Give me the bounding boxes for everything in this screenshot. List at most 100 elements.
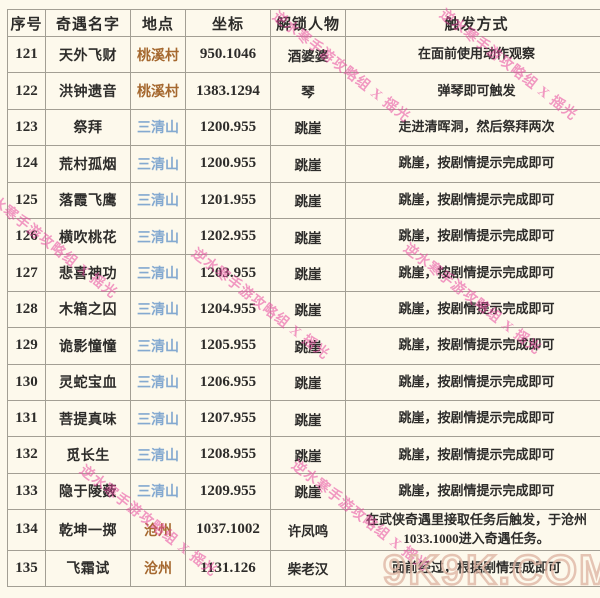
cell-trigger-method: 走进清晖洞，然后祭拜两次 (345, 108, 600, 147)
table-row: 126 横吹桃花 三清山 1202.955 跳崖 跳崖，按剧情提示完成即可 (7, 217, 600, 256)
table-row: 130 灵蛇宝血 三清山 1206.955 跳崖 跳崖，按剧情提示完成即可 (7, 363, 600, 401)
cell-adventure-name: 悲喜神功 (45, 254, 131, 292)
cell-number: 135 (7, 549, 46, 588)
cell-adventure-name: 落霞飞鹰 (45, 181, 131, 219)
cell-location: 沧州 (130, 509, 186, 551)
cell-adventure-name: 诡影憧憧 (45, 327, 131, 365)
cell-location: 三清山 (130, 108, 186, 147)
cell-location: 三清山 (130, 145, 186, 183)
cell-trigger-method: 在武侠奇遇里接取任务后触发，于沧州1033.1000进入奇遇任务。 (345, 509, 600, 551)
header-row: 序号 奇遇名字 地点 坐标 解锁人物 触发方式 (7, 9, 600, 37)
cell-number: 129 (7, 327, 46, 365)
table-row: 133 隐于陵薮 三清山 1209.955 跳崖 跳崖，按剧情提示完成即可 (7, 472, 600, 511)
cell-unlock-npc: 跳崖 (270, 290, 346, 329)
cell-unlock-npc: 跳崖 (270, 217, 346, 256)
cell-trigger-method: 在面前使用动作观察 (345, 35, 600, 74)
cell-location: 三清山 (130, 472, 186, 511)
table-row: 125 落霞飞鹰 三清山 1201.955 跳崖 跳崖，按剧情提示完成即可 (7, 181, 600, 219)
table-row: 127 悲喜神功 三清山 1203.955 跳崖 跳崖，按剧情提示完成即可 (7, 254, 600, 292)
cell-coordinates: 1383.1294 (185, 72, 271, 110)
table-row: 129 诡影憧憧 三清山 1205.955 跳崖 跳崖，按剧情提示完成即可 (7, 327, 600, 365)
table-row: 124 荒村孤烟 三清山 1200.955 跳崖 跳崖，按剧情提示完成即可 (7, 145, 600, 183)
cell-trigger-method: 跳崖，按剧情提示完成即可 (345, 181, 600, 219)
cell-adventure-name: 祭拜 (45, 108, 131, 147)
header-cell: 序号 (7, 9, 46, 37)
cell-adventure-name: 菩提真味 (45, 399, 131, 438)
cell-adventure-name: 荒村孤烟 (45, 145, 131, 183)
table-row: 123 祭拜 三清山 1200.955 跳崖 走进清晖洞，然后祭拜两次 (7, 108, 600, 147)
cell-location: 三清山 (130, 181, 186, 219)
cell-location: 三清山 (130, 254, 186, 292)
cell-adventure-name: 木箱之囚 (45, 290, 131, 329)
cell-number: 134 (7, 509, 46, 551)
cell-coordinates: 1209.955 (185, 472, 271, 511)
cell-unlock-npc: 许凤鸣 (270, 509, 346, 551)
header-cell: 触发方式 (345, 9, 600, 37)
cell-location: 三清山 (130, 363, 186, 401)
cell-unlock-npc: 跳崖 (270, 472, 346, 511)
cell-coordinates: 1131.126 (185, 549, 271, 588)
cell-number: 121 (7, 35, 46, 74)
cell-location: 三清山 (130, 217, 186, 256)
adventure-table-wrapper: 序号 奇遇名字 地点 坐标 解锁人物 触发方式 121 天外飞财 桃溪村 950.1046… (7, 9, 600, 588)
header-cell: 奇遇名字 (45, 9, 131, 37)
cell-number: 125 (7, 181, 46, 219)
cell-unlock-npc: 跳崖 (270, 108, 346, 147)
cell-coordinates: 1200.955 (185, 108, 271, 147)
cell-number: 130 (7, 363, 46, 401)
table-body: 121 天外飞财 桃溪村 950.1046 酒婆婆 在面前使用动作观察 122 … (7, 35, 600, 588)
cell-coordinates: 1204.955 (185, 290, 271, 329)
cell-trigger-method: 跳崖，按剧情提示完成即可 (345, 363, 600, 401)
table-row: 135 飞霜试 沧州 1131.126 柴老汉 面前经过，根据剧情完成即可 (7, 549, 600, 588)
cell-adventure-name: 洪钟遗音 (45, 72, 131, 110)
cell-number: 132 (7, 436, 46, 474)
header-cell: 解锁人物 (270, 9, 346, 37)
cell-number: 124 (7, 145, 46, 183)
cell-location: 三清山 (130, 327, 186, 365)
header-cell: 坐标 (185, 9, 271, 37)
cell-unlock-npc: 酒婆婆 (270, 35, 346, 74)
cell-location: 三清山 (130, 436, 186, 474)
table-row: 132 觅长生 三清山 1208.955 跳崖 跳崖，按剧情提示完成即可 (7, 436, 600, 474)
adventure-table: 序号 奇遇名字 地点 坐标 解锁人物 触发方式 121 天外飞财 桃溪村 950.1046… (7, 9, 600, 588)
cell-location: 桃溪村 (130, 35, 186, 74)
cell-trigger-method: 跳崖，按剧情提示完成即可 (345, 254, 600, 292)
cell-trigger-method: 跳崖，按剧情提示完成即可 (345, 290, 600, 329)
cell-unlock-npc: 跳崖 (270, 363, 346, 401)
cell-coordinates: 1203.955 (185, 254, 271, 292)
table-row: 121 天外飞财 桃溪村 950.1046 酒婆婆 在面前使用动作观察 (7, 35, 600, 74)
cell-trigger-method: 跳崖，按剧情提示完成即可 (345, 327, 600, 365)
cell-number: 127 (7, 254, 46, 292)
cell-unlock-npc: 跳崖 (270, 399, 346, 438)
cell-unlock-npc: 跳崖 (270, 181, 346, 219)
table-row: 134 乾坤一掷 沧州 1037.1002 许凤鸣 在武侠奇遇里接取任务后触发，… (7, 509, 600, 551)
cell-trigger-method: 跳崖，按剧情提示完成即可 (345, 217, 600, 256)
cell-trigger-method: 跳崖，按剧情提示完成即可 (345, 399, 600, 438)
cell-trigger-method: 跳崖，按剧情提示完成即可 (345, 145, 600, 183)
cell-location: 沧州 (130, 549, 186, 588)
cell-adventure-name: 乾坤一掷 (45, 509, 131, 551)
cell-trigger-method: 跳崖，按剧情提示完成即可 (345, 436, 600, 474)
cell-coordinates: 1207.955 (185, 399, 271, 438)
cell-coordinates: 1201.955 (185, 181, 271, 219)
table-row: 131 菩提真味 三清山 1207.955 跳崖 跳崖，按剧情提示完成即可 (7, 399, 600, 438)
table-row: 128 木箱之囚 三清山 1204.955 跳崖 跳崖，按剧情提示完成即可 (7, 290, 600, 329)
cell-adventure-name: 飞霜试 (45, 549, 131, 588)
cell-unlock-npc: 跳崖 (270, 145, 346, 183)
cell-number: 123 (7, 108, 46, 147)
cell-unlock-npc: 跳崖 (270, 254, 346, 292)
cell-number: 128 (7, 290, 46, 329)
cell-adventure-name: 灵蛇宝血 (45, 363, 131, 401)
cell-coordinates: 1208.955 (185, 436, 271, 474)
cell-coordinates: 950.1046 (185, 35, 271, 74)
cell-unlock-npc: 跳崖 (270, 436, 346, 474)
cell-trigger-method: 面前经过，根据剧情完成即可 (345, 549, 600, 588)
cell-number: 126 (7, 217, 46, 256)
cell-adventure-name: 隐于陵薮 (45, 472, 131, 511)
cell-coordinates: 1205.955 (185, 327, 271, 365)
cell-unlock-npc: 柴老汉 (270, 549, 346, 588)
cell-unlock-npc: 跳崖 (270, 327, 346, 365)
cell-number: 131 (7, 399, 46, 438)
cell-number: 133 (7, 472, 46, 511)
